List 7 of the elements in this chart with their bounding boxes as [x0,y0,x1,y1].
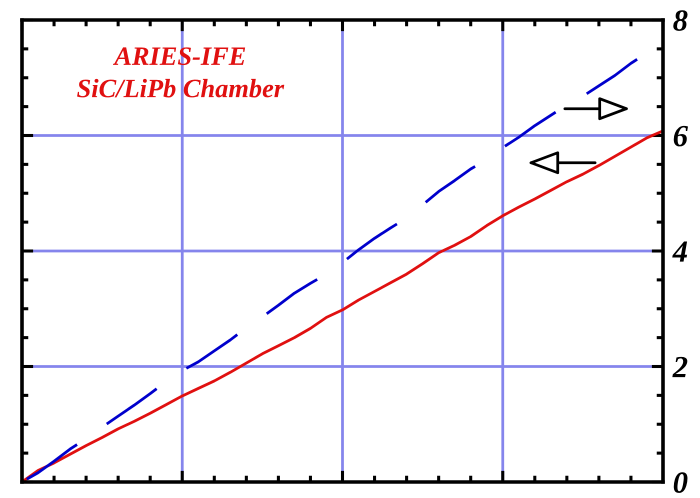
annotation: SiC/LiPb Chamber [77,78,284,98]
y-tick-label: 2 [672,356,688,378]
y-tick-label: 6 [674,126,688,146]
y-tick-label: 8 [673,10,688,31]
y-tick-label: 4 [672,241,688,262]
y-tick-label: 0 [674,472,688,493]
annotation: ARIES-IFE [112,47,246,66]
